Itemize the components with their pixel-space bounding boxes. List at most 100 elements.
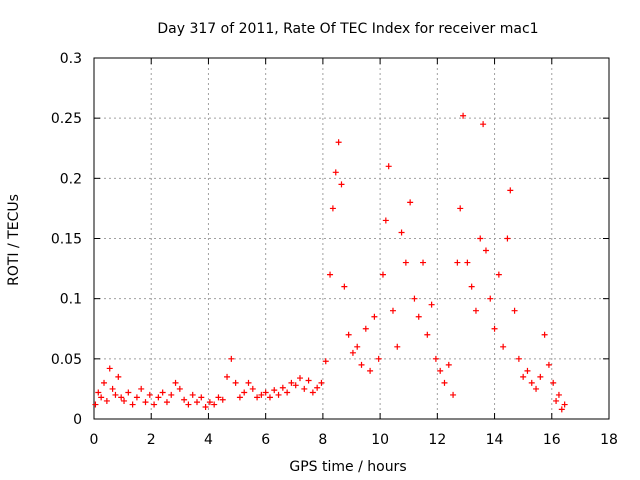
x-tick-label: 8: [318, 432, 327, 448]
y-tick-label: 0.15: [51, 232, 82, 248]
y-tick-label: 0.3: [60, 51, 82, 67]
data-point: [477, 235, 484, 242]
data-point: [189, 391, 196, 398]
x-axis-label: GPS time / hours: [289, 459, 406, 475]
data-point: [236, 394, 243, 401]
data-point: [441, 379, 448, 386]
data-point: [520, 373, 527, 380]
data-point: [528, 379, 535, 386]
y-tick-label: 0.1: [60, 292, 82, 308]
data-point: [457, 205, 464, 212]
data-point: [428, 301, 435, 308]
data-point: [555, 391, 562, 398]
data-point: [480, 121, 487, 128]
data-point: [202, 403, 209, 410]
data-point: [318, 379, 325, 386]
data-point: [172, 379, 179, 386]
data-point: [305, 377, 312, 384]
x-tick-label: 6: [261, 432, 270, 448]
data-point: [394, 343, 401, 350]
data-point: [561, 401, 568, 408]
data-point: [228, 355, 235, 362]
data-point: [524, 367, 531, 374]
data-point: [118, 394, 125, 401]
x-tick-label: 14: [486, 432, 504, 448]
data-point: [262, 389, 269, 396]
data-point: [504, 235, 511, 242]
data-point: [398, 229, 405, 236]
data-point: [109, 385, 116, 392]
y-tick-label: 0: [73, 412, 82, 428]
data-point: [482, 247, 489, 254]
data-point: [468, 283, 475, 290]
data-point: [301, 385, 308, 392]
data-point: [345, 331, 352, 338]
data-point: [106, 365, 113, 372]
x-tick-label: 12: [428, 432, 446, 448]
data-point: [112, 391, 119, 398]
data-point: [541, 331, 548, 338]
data-point: [335, 139, 342, 146]
data-point: [121, 397, 128, 404]
data-point: [101, 379, 108, 386]
data-point: [424, 331, 431, 338]
data-point: [176, 385, 183, 392]
data-point: [500, 343, 507, 350]
data-point: [159, 389, 166, 396]
data-point: [245, 379, 252, 386]
data-point: [389, 307, 396, 314]
data-point: [375, 355, 382, 362]
data-point: [92, 401, 99, 408]
data-point: [194, 399, 200, 406]
data-point: [338, 181, 345, 188]
data-point: [224, 373, 231, 380]
chart-title: Day 317 of 2011, Rate Of TEC Index for r…: [157, 21, 538, 37]
data-point: [103, 397, 110, 404]
y-tick-label: 0.2: [60, 171, 82, 187]
data-point: [354, 343, 361, 350]
data-point: [249, 385, 256, 392]
data-point: [491, 325, 498, 332]
data-point: [407, 199, 414, 206]
data-point: [445, 361, 452, 368]
data-point: [309, 389, 316, 396]
data-point: [254, 394, 261, 401]
data-point: [168, 391, 175, 398]
data-point: [163, 399, 170, 406]
data-point: [115, 373, 122, 380]
data-point: [322, 358, 329, 365]
data-point: [507, 187, 514, 194]
axis-tick-labels: 0 2 4 6 8 10 12 14 16 18 0 0.05 0.1 0.15 0.2 0.25 0.3: [51, 51, 618, 448]
data-point: [341, 283, 348, 290]
x-tick-label: 2: [147, 432, 156, 448]
data-point: [284, 389, 291, 396]
data-point: [379, 271, 386, 278]
data-point: [415, 313, 422, 320]
data-point: [420, 259, 427, 266]
x-tick-label: 4: [204, 432, 213, 448]
data-point: [450, 391, 457, 398]
x-tick-label: 18: [600, 432, 618, 448]
data-point: [219, 396, 226, 403]
data-point: [279, 384, 286, 391]
x-tick-label: 10: [371, 432, 389, 448]
data-point: [487, 295, 494, 302]
data-point: [545, 361, 552, 368]
data-point: [464, 259, 471, 266]
y-tick-label: 0.05: [51, 352, 82, 368]
y-tick-label: 0.25: [51, 111, 82, 127]
data-point: [437, 367, 444, 374]
plot-frame: [93, 57, 610, 420]
data-point: [125, 389, 132, 396]
data-point: [472, 307, 479, 314]
data-point: [211, 401, 218, 408]
data-point: [288, 379, 295, 386]
data-point: [550, 379, 557, 386]
data-point: [146, 391, 153, 398]
data-point: [382, 217, 389, 224]
data-point: [327, 271, 334, 278]
data-point: [385, 163, 392, 170]
data-point: [215, 394, 222, 401]
